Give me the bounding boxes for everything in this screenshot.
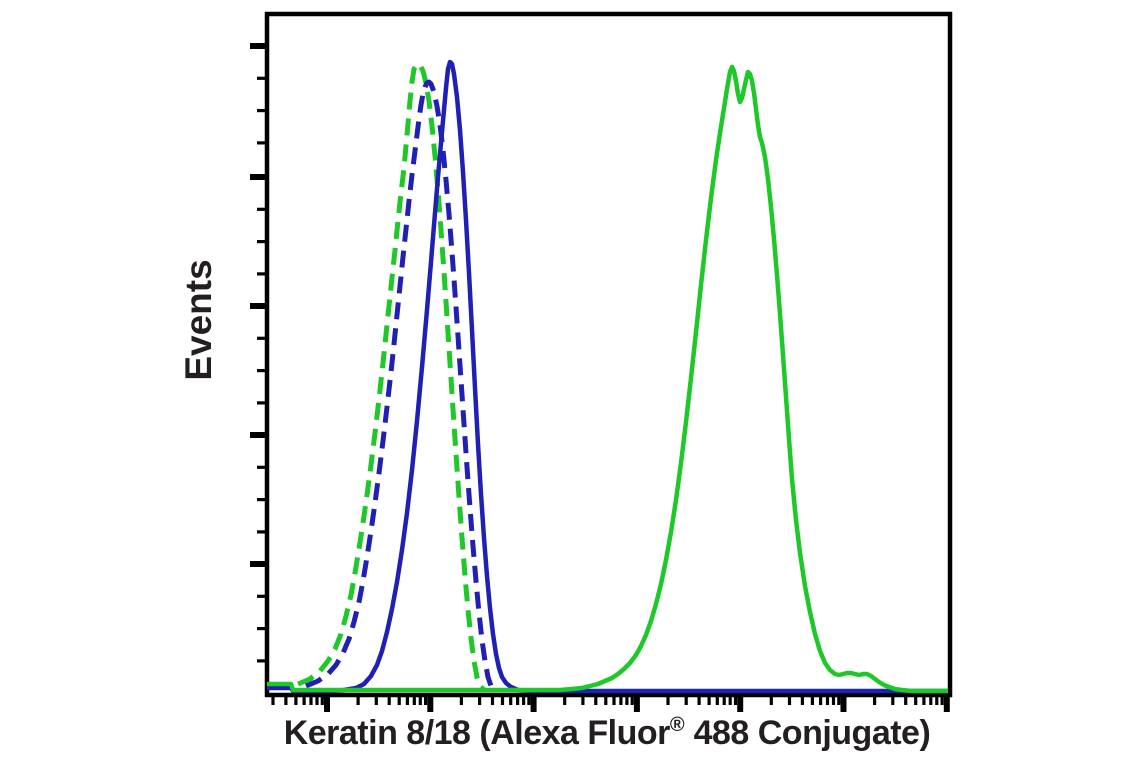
plot-frame: [264, 11, 953, 698]
series-blue-solid: [267, 59, 948, 694]
series-green-dashed: [297, 61, 486, 692]
x-axis-label-text: Keratin 8/18 (Alexa Fluor: [283, 714, 671, 752]
x-axis-label: Keratin 8/18 (Alexa Fluor® 488 Conjugate…: [284, 714, 931, 753]
x-axis-label-text-2: 488 Conjugate): [684, 714, 931, 752]
series-green-solid: [267, 64, 948, 694]
series-blue-dashed: [305, 79, 497, 692]
registered-trademark-symbol: ®: [669, 714, 685, 736]
y-axis-label: Events: [178, 259, 219, 381]
